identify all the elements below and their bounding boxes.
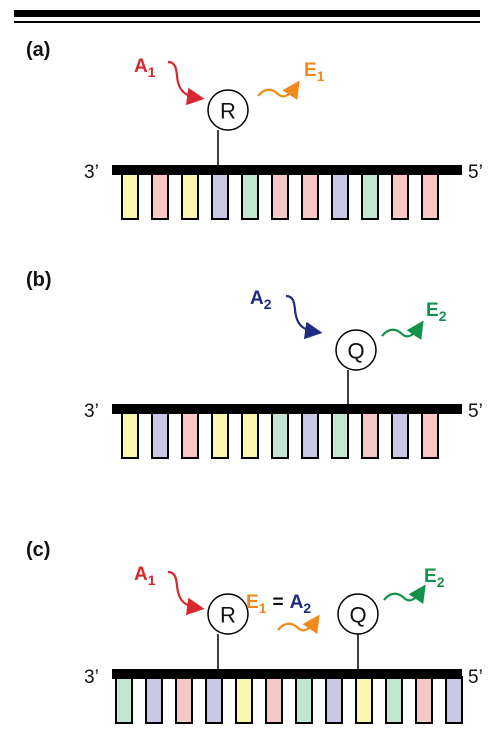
- base: [182, 412, 198, 458]
- panel-b: (b) A2 Q E2 3’ 5’: [26, 269, 483, 422]
- base: [206, 677, 222, 723]
- base: [392, 173, 408, 219]
- header-rule: [14, 21, 480, 23]
- backbone: [112, 404, 462, 414]
- base: [416, 677, 432, 723]
- base: [356, 677, 372, 723]
- base: [152, 173, 168, 219]
- base: [392, 412, 408, 458]
- strand-end: 3’: [84, 162, 99, 183]
- base: [242, 173, 258, 219]
- middle-equation: E1=A2: [246, 592, 311, 616]
- panel-a: (a) A1 R E1 3’ 5’: [26, 39, 483, 183]
- base: [212, 173, 228, 219]
- base: [152, 412, 168, 458]
- arrow: [258, 86, 296, 96]
- strand-end: 5’: [468, 162, 483, 183]
- strand-end: 3’: [84, 667, 99, 688]
- base: [182, 173, 198, 219]
- input-species: A1: [134, 564, 156, 588]
- base: [362, 173, 378, 219]
- base: [332, 173, 348, 219]
- strand-end: 5’: [468, 401, 483, 422]
- base: [266, 677, 282, 723]
- base: [272, 173, 288, 219]
- base: [302, 412, 318, 458]
- arrow: [286, 296, 316, 332]
- base: [326, 677, 342, 723]
- input-species: A1: [134, 56, 156, 80]
- strand-end: 5’: [468, 667, 483, 688]
- base: [122, 173, 138, 219]
- backbone: [112, 165, 462, 175]
- base: [242, 412, 258, 458]
- arrow: [168, 62, 198, 98]
- panel-label: (a): [26, 39, 50, 61]
- backbone: [112, 669, 462, 679]
- output-species: E2: [424, 566, 445, 590]
- node-label: R: [220, 603, 236, 628]
- base: [236, 677, 252, 723]
- base: [116, 677, 132, 723]
- strand-end: 3’: [84, 401, 99, 422]
- base: [302, 173, 318, 219]
- base: [422, 412, 438, 458]
- base: [332, 412, 348, 458]
- node-label: Q: [349, 603, 366, 628]
- base: [446, 677, 462, 723]
- arrow: [278, 620, 316, 630]
- panel-c: (c) A1 R E1=A2 Q E2 3’ 5’: [26, 539, 483, 688]
- node-label: R: [220, 99, 236, 124]
- header-rule: [14, 10, 480, 17]
- input-species: A2: [250, 288, 272, 312]
- arrow: [168, 572, 198, 608]
- base: [212, 412, 228, 458]
- base: [146, 677, 162, 723]
- base: [296, 677, 312, 723]
- panel-label: (b): [26, 269, 52, 291]
- base: [386, 677, 402, 723]
- output-species: E1: [304, 60, 325, 84]
- base: [272, 412, 288, 458]
- output-species: E2: [426, 300, 447, 324]
- diagram: (a) A1 R E1 3’ 5’ (b) A2 Q E2 3’ 5’ (c) …: [0, 0, 494, 736]
- arrow: [384, 590, 422, 600]
- node-label: Q: [347, 339, 364, 364]
- base: [362, 412, 378, 458]
- base: [176, 677, 192, 723]
- base: [422, 173, 438, 219]
- arrow: [382, 326, 420, 336]
- panel-label: (c): [26, 539, 50, 561]
- base: [122, 412, 138, 458]
